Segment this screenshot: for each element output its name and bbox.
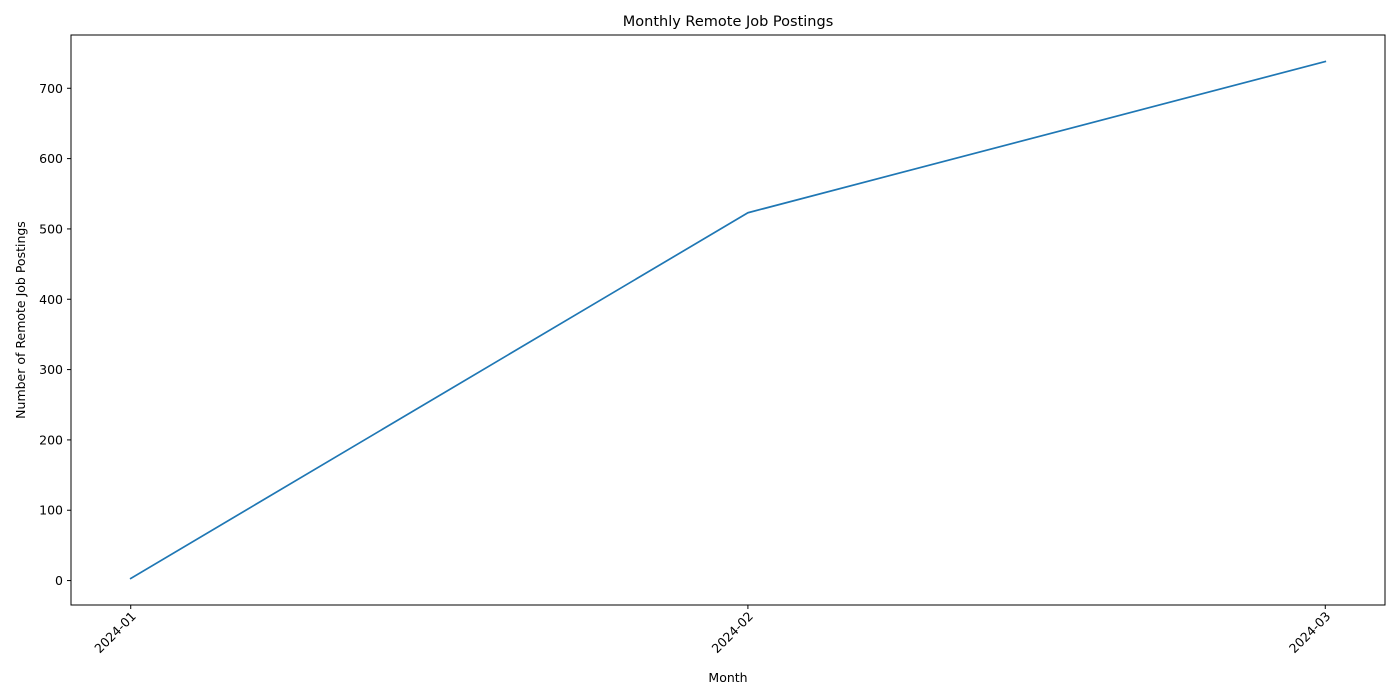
y-tick-label: 0 [55, 573, 63, 588]
y-tick-label: 500 [39, 221, 63, 236]
y-tick-label: 300 [39, 362, 63, 377]
y-tick-label: 200 [39, 432, 63, 447]
x-axis-label: Month [708, 670, 747, 685]
y-tick-label: 700 [39, 81, 63, 96]
x-tick-label: 2024-02 [708, 609, 756, 657]
y-tick-label: 600 [39, 151, 63, 166]
series-line [129, 60, 1327, 580]
plot-series [129, 60, 1327, 580]
axes-frame [70, 34, 1386, 606]
y-axis-label: Number of Remote Job Postings [13, 221, 28, 419]
y-tick-label: 400 [39, 292, 63, 307]
x-tick-label: 2024-03 [1286, 609, 1334, 657]
x-tick-label: 2024-01 [91, 609, 139, 657]
chart-title: Monthly Remote Job Postings [623, 14, 834, 30]
x-axis-ticks: 2024-01 2024-02 2024-03 [91, 605, 1333, 656]
y-tick-label: 100 [39, 503, 63, 518]
y-axis-ticks: 0 100 200 300 400 500 600 700 [39, 81, 71, 588]
